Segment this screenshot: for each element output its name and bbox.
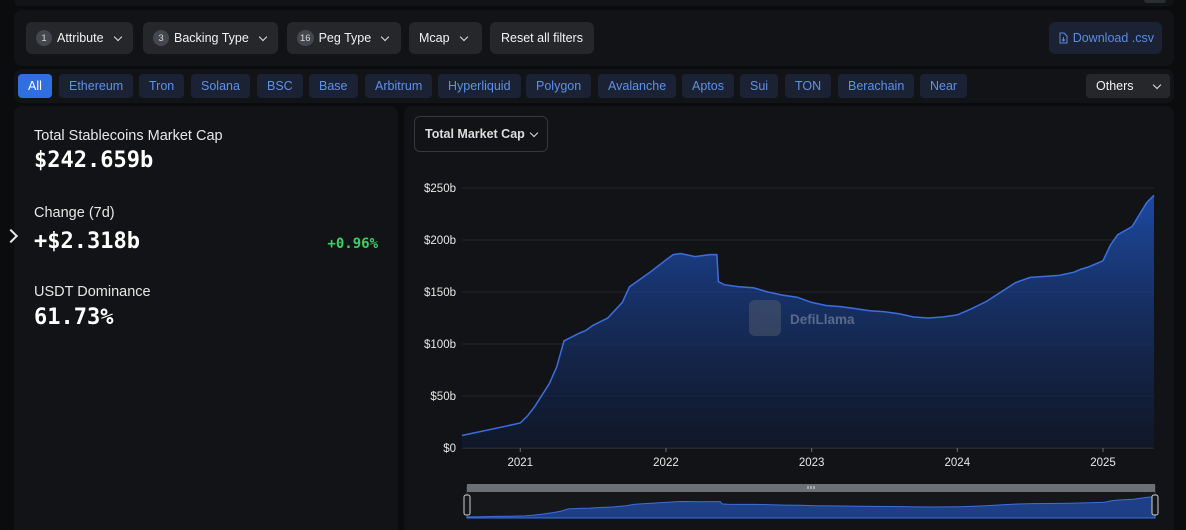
file-icon <box>1059 32 1068 44</box>
reset-filters-label: Reset all filters <box>501 31 583 45</box>
defillama-watermark: DefiLlama <box>749 300 855 336</box>
attribute-label: Attribute <box>57 31 104 45</box>
y-tick-label: $0 <box>443 443 456 455</box>
reset-filters-button[interactable]: Reset all filters <box>490 22 594 54</box>
chart-type-label: Total Market Cap <box>425 127 525 141</box>
attribute-filter-button[interactable]: 1 Attribute <box>26 22 133 54</box>
download-csv-button[interactable]: Download .csv <box>1048 22 1162 54</box>
peg-type-filter-button[interactable]: 16 Peg Type <box>287 22 401 54</box>
change-label: Change (7d) <box>34 205 115 221</box>
chain-tab-tron[interactable]: Tron <box>139 74 185 98</box>
x-tick-label: 2025 <box>1090 457 1116 469</box>
chain-tab-avalanche[interactable]: Avalanche <box>598 74 677 98</box>
chain-tab-solana[interactable]: Solana <box>191 74 250 98</box>
chain-tab-polygon[interactable]: Polygon <box>526 74 592 98</box>
change-value: +$2.318b <box>34 229 140 254</box>
x-tick-label: 2021 <box>507 457 533 469</box>
brush-grip-icon <box>807 486 815 489</box>
stats-panel: Total Stablecoins Market Cap $242.659b C… <box>3 106 398 530</box>
chain-tab-berachain[interactable]: Berachain <box>838 74 915 98</box>
chevron-down-icon <box>258 32 268 41</box>
chain-tab-hyperliquid[interactable]: Hyperliquid <box>438 74 521 98</box>
y-tick-label: $50b <box>430 391 456 403</box>
others-dropdown[interactable]: Others <box>1086 74 1170 98</box>
x-tick-label: 2022 <box>653 457 679 469</box>
chain-tab-bsc[interactable]: BSC <box>257 74 303 98</box>
usdt-dominance-value: 61.73% <box>34 305 114 330</box>
chevron-down-icon <box>380 32 390 41</box>
market-cap-line <box>461 194 1155 437</box>
attribute-count-badge: 1 <box>36 30 52 46</box>
mcap-label: Mcap <box>419 31 450 45</box>
top-strip <box>14 0 1174 6</box>
total-market-cap-value: $242.659b <box>34 148 154 173</box>
chevron-down-icon <box>1152 80 1162 89</box>
chart-type-select[interactable]: Total Market Cap <box>414 116 548 152</box>
brush-right-handle[interactable] <box>1151 494 1159 516</box>
chain-tab-all[interactable]: All <box>18 74 52 98</box>
x-tick-label: 2024 <box>945 457 971 469</box>
chain-tab-near[interactable]: Near <box>920 74 968 98</box>
backing-type-label: Backing Type <box>174 31 249 45</box>
chevron-right-icon[interactable] <box>3 228 19 244</box>
total-market-cap-label: Total Stablecoins Market Cap <box>34 128 223 144</box>
y-tick-label: $100b <box>424 339 456 351</box>
llama-logo-icon <box>749 300 781 336</box>
market-cap-chart[interactable]: DefiLlama $0 $50b $100b $150b $200b $250b 2021… <box>404 106 1174 530</box>
filter-bar: 1 Attribute 3 Backing Type 16 Peg Type M… <box>14 10 1174 66</box>
y-tick-label: $150b <box>424 287 456 299</box>
usdt-dominance-label: USDT Dominance <box>34 284 151 300</box>
peg-type-label: Peg Type <box>318 31 372 45</box>
y-tick-label: $250b <box>424 183 456 195</box>
chain-tab-aptos[interactable]: Aptos <box>682 74 734 98</box>
brush-mini-area <box>466 496 1156 519</box>
y-tick-label: $200b <box>424 235 456 247</box>
peg-type-count-badge: 16 <box>297 30 314 46</box>
chain-tab-arbitrum[interactable]: Arbitrum <box>365 74 433 98</box>
chain-tab-ethereum[interactable]: Ethereum <box>59 74 134 98</box>
mcap-filter-button[interactable]: Mcap <box>409 22 482 54</box>
watermark-text: DefiLlama <box>790 312 855 327</box>
download-label: Download .csv <box>1072 31 1154 45</box>
change-percent: +0.96% <box>327 236 378 252</box>
others-label: Others <box>1096 79 1134 93</box>
brush-left-handle[interactable] <box>463 494 471 516</box>
range-brush[interactable] <box>463 484 1159 519</box>
chain-tab-sui[interactable]: Sui <box>740 74 779 98</box>
chain-tab-ton[interactable]: TON <box>785 74 832 98</box>
backing-type-count-badge: 3 <box>153 30 169 46</box>
chevron-down-icon <box>459 32 468 41</box>
chain-tab-base[interactable]: Base <box>309 74 358 98</box>
chevron-down-icon <box>113 32 122 41</box>
market-cap-area <box>462 195 1154 448</box>
chart-panel: Total Market Cap DefiLlama $0 $50b $100b $1… <box>404 106 1174 530</box>
chain-tabs: All Ethereum Tron Solana BSC Base Arbitr… <box>14 69 1174 103</box>
scroll-nub <box>1144 0 1166 3</box>
backing-type-filter-button[interactable]: 3 Backing Type <box>143 22 278 54</box>
x-tick-label: 2023 <box>799 457 825 469</box>
